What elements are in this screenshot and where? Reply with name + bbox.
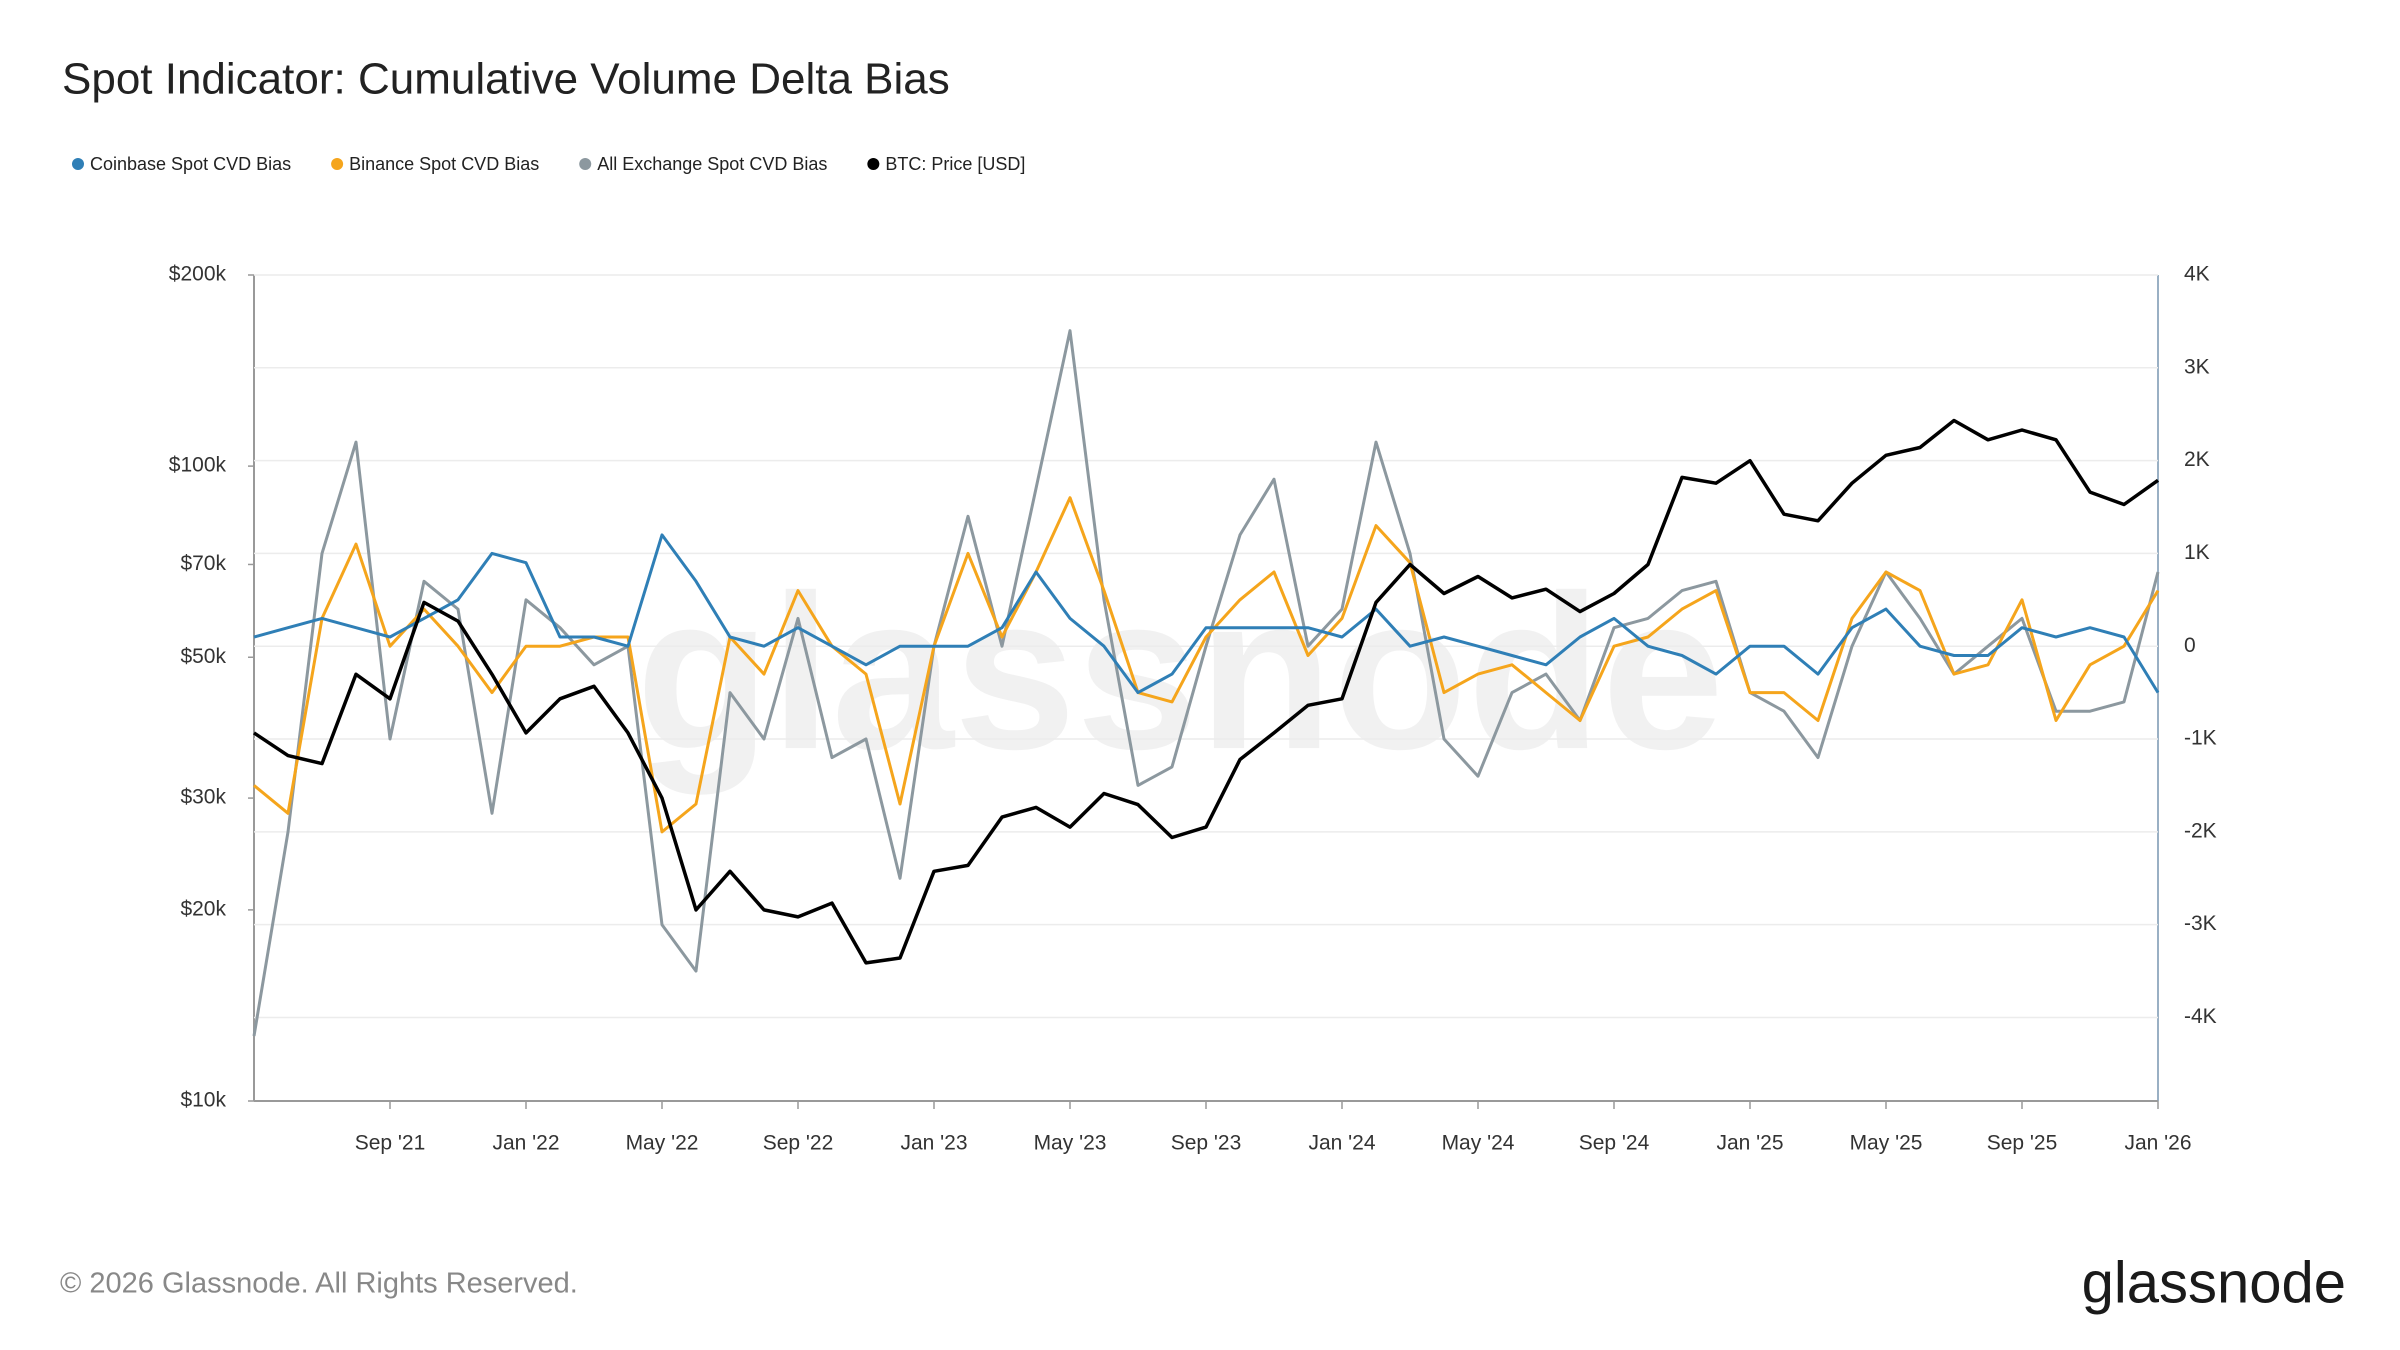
x-tick-label: May '25 (1850, 1132, 1923, 1155)
legend-label: Coinbase Spot CVD Bias (90, 154, 291, 174)
y-tick-label: $30k (180, 786, 226, 809)
y2-tick-label: -1K (2184, 727, 2217, 750)
x-tick-label: Sep '24 (1579, 1132, 1650, 1155)
y2-tick-label: 2K (2184, 448, 2210, 471)
y2-tick-label: -4K (2184, 1005, 2217, 1028)
y-tick-label: $100k (169, 454, 227, 477)
y-tick-label: $10k (180, 1089, 226, 1112)
x-tick-label: Sep '22 (763, 1132, 834, 1155)
watermark: glassnode (636, 549, 1724, 795)
y-tick-label: $50k (180, 645, 226, 668)
x-tick-label: Jan '22 (492, 1132, 559, 1155)
y-tick-label: $20k (180, 897, 226, 920)
y2-tick-label: 3K (2184, 355, 2210, 378)
x-tick-label: Jan '26 (2124, 1132, 2191, 1155)
x-tick-label: Sep '21 (355, 1132, 426, 1155)
legend-marker (331, 158, 344, 170)
y2-tick-label: -2K (2184, 819, 2217, 842)
series-line (253, 533, 2160, 695)
series-line (253, 418, 2160, 965)
x-tick-label: May '23 (1034, 1132, 1107, 1155)
series-line (252, 329, 2160, 1037)
x-tick-label: Sep '25 (1987, 1132, 2058, 1155)
y2-tick-label: 1K (2184, 541, 2210, 564)
logo: glassnode (2082, 1250, 2346, 1315)
legend-marker (72, 158, 84, 170)
y2-tick-label: 4K (2184, 263, 2210, 286)
x-tick-label: Jan '23 (900, 1132, 967, 1155)
series-line (253, 496, 2160, 834)
y2-tick-label: 0 (2184, 634, 2196, 657)
legend-marker (867, 158, 880, 170)
legend-marker (579, 158, 592, 170)
x-tick-label: Jan '25 (1716, 1132, 1783, 1155)
x-tick-label: Jan '24 (1308, 1132, 1375, 1155)
x-tick-label: Sep '23 (1171, 1132, 1242, 1155)
legend-label: Binance Spot CVD Bias (349, 154, 539, 174)
y-tick-label: $200k (169, 263, 227, 286)
footer: © 2026 Glassnode. All Rights Reserved. (60, 1268, 578, 1300)
x-tick-label: May '24 (1442, 1132, 1515, 1155)
chart-title: Spot Indicator: Cumulative Volume Delta … (62, 55, 950, 104)
legend-label: BTC: Price [USD] (885, 154, 1025, 174)
x-tick-label: May '22 (626, 1132, 699, 1155)
legend-label: All Exchange Spot CVD Bias (597, 154, 827, 174)
y-tick-label: $70k (180, 552, 226, 575)
y2-tick-label: -3K (2184, 912, 2217, 935)
